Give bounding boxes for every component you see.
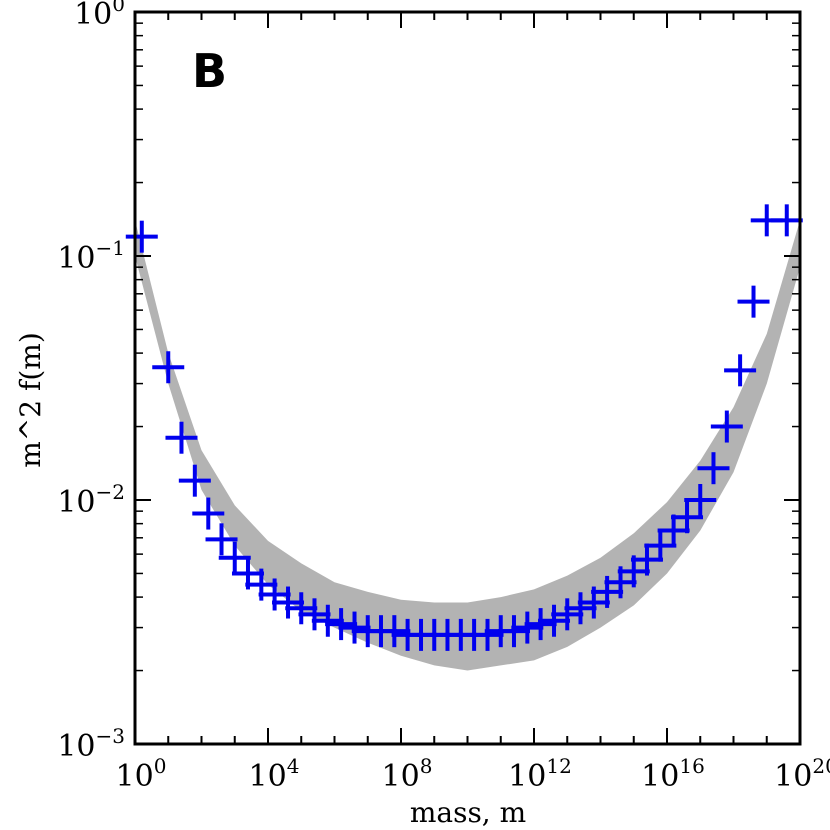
data-point	[524, 608, 557, 641]
y-axis-label-text: m^2 f(m)	[14, 332, 47, 468]
data-point	[471, 618, 504, 651]
tick-labels: 100 104 108 1012 1016 1020 10−3 10−2 10−1 100	[57, 0, 830, 794]
data-point	[630, 543, 663, 576]
x-tick-label: 100	[116, 754, 167, 794]
data-point	[644, 529, 677, 562]
data-point	[657, 514, 690, 547]
data-point	[770, 204, 803, 237]
data-point	[165, 421, 198, 454]
x-tick-label: 104	[249, 754, 300, 794]
data-point	[538, 604, 571, 637]
data-point	[710, 410, 743, 443]
band-area	[135, 220, 800, 671]
data-point	[311, 604, 344, 637]
y-tick-label: 10−3	[57, 724, 125, 764]
data-point	[325, 608, 358, 641]
data-point	[192, 497, 225, 530]
data-series	[125, 204, 803, 651]
data-point	[125, 220, 158, 253]
data-point	[737, 285, 770, 318]
y-tick-label: 10−2	[57, 480, 125, 520]
data-point	[497, 615, 530, 648]
uncertainty-band	[135, 220, 800, 671]
data-point	[205, 523, 238, 556]
y-axis-label: m^2 f(m)	[14, 332, 47, 468]
data-point	[152, 351, 185, 384]
data-point	[218, 541, 251, 574]
data-point	[724, 354, 757, 387]
data-point	[671, 501, 704, 534]
panel-label: B	[192, 44, 227, 98]
data-point	[285, 592, 318, 625]
data-point	[338, 611, 371, 644]
x-tick-label: 1020	[774, 754, 830, 794]
data-point	[178, 464, 211, 497]
data-point	[564, 592, 597, 625]
data-point	[378, 615, 411, 648]
data-point	[697, 452, 730, 485]
data-point	[272, 586, 305, 619]
x-axis-label: mass, m	[410, 796, 526, 829]
x-tick-label: 108	[382, 754, 433, 794]
data-point	[684, 484, 717, 516]
y-tick-label: 10−1	[57, 236, 125, 276]
y-tick-label: 100	[74, 0, 125, 32]
data-point	[298, 598, 331, 631]
data-point	[258, 578, 291, 611]
x-tick-label: 1016	[641, 754, 705, 794]
data-point	[551, 598, 584, 631]
x-tick-label: 1012	[508, 754, 572, 794]
data-point	[511, 611, 544, 644]
axes	[133, 10, 802, 746]
x-axis-label-text: mass, m	[410, 796, 526, 829]
